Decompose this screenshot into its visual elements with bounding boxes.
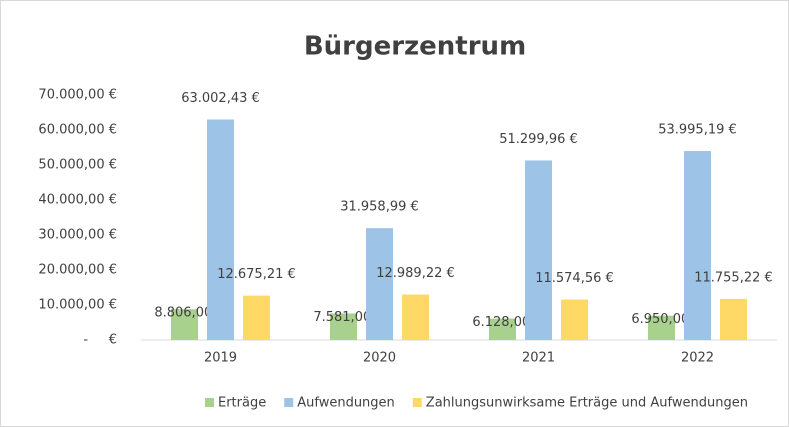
data-label: 11.755,22 €	[694, 270, 773, 285]
bar	[243, 295, 270, 340]
y-tick-label: - €	[83, 333, 117, 348]
y-tick-label: 50.000,00 €	[38, 158, 117, 173]
y-tick-label: 40.000,00 €	[38, 193, 117, 208]
x-tick-label: 2020	[363, 351, 396, 366]
data-label: 11.574,56 €	[535, 271, 614, 286]
bar	[684, 151, 711, 340]
x-tick-label: 2019	[204, 351, 237, 366]
bar	[648, 315, 675, 340]
legend-swatch	[412, 398, 422, 407]
data-label: 31.958,99 €	[340, 200, 419, 215]
data-label: 53.995,19 €	[658, 123, 737, 138]
legend-swatch	[205, 398, 214, 407]
y-tick-label: 10.000,00 €	[38, 298, 117, 313]
data-label: 12.989,22 €	[376, 266, 455, 281]
legend-label: Erträge	[218, 396, 266, 411]
bar	[489, 318, 516, 340]
data-label: 12.675,21 €	[217, 267, 296, 282]
x-tick-label: 2022	[681, 351, 714, 366]
chart-title: Bürgerzentrum	[304, 32, 526, 62]
legend-label: Aufwendungen	[297, 396, 395, 411]
bar	[525, 160, 552, 340]
y-tick-label: 30.000,00 €	[38, 228, 117, 243]
bar	[330, 313, 357, 340]
bar	[207, 119, 234, 341]
data-label: 51.299,96 €	[499, 132, 578, 147]
bar	[402, 294, 429, 340]
legend-swatch	[284, 398, 294, 407]
y-tick-label: 60.000,00 €	[38, 123, 117, 138]
x-tick-label: 2021	[522, 351, 555, 366]
data-label: 63.002,43 €	[181, 91, 260, 106]
y-tick-label: 70.000,00 €	[38, 88, 117, 103]
bar	[720, 298, 747, 340]
legend-label: Zahlungsunwirksame Erträge und Aufwendun…	[426, 396, 748, 411]
y-tick-label: 20.000,00 €	[38, 263, 117, 278]
bar	[561, 299, 588, 340]
bar	[171, 309, 198, 340]
bar	[366, 228, 393, 340]
